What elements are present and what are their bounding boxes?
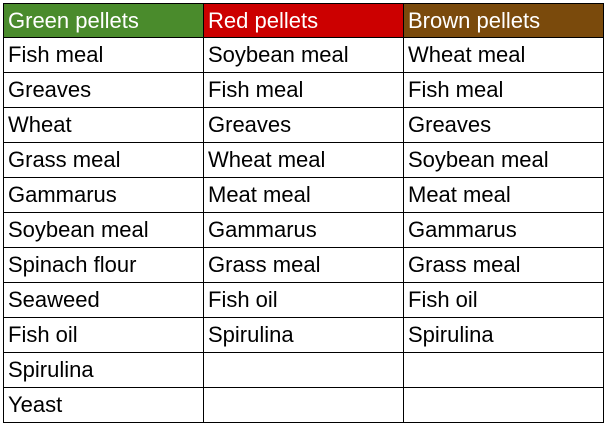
column-header-green-pellets: Green pellets (3, 3, 204, 38)
table-cell: Meat meal (203, 177, 404, 213)
table-row: Seaweed Fish oil Fish oil (3, 282, 604, 318)
table-cell: Spirulina (403, 317, 604, 353)
table-row: Fish meal Soybean meal Wheat meal (3, 37, 604, 73)
table-cell: Soybean meal (403, 142, 604, 178)
table-row: Gammarus Meat meal Meat meal (3, 177, 604, 213)
table-cell: Wheat meal (203, 142, 404, 178)
table-cell: Grass meal (3, 142, 204, 178)
table-row: Greaves Fish meal Fish meal (3, 72, 604, 108)
table-cell (203, 352, 404, 388)
table-cell: Seaweed (3, 282, 204, 318)
table-row: Wheat Greaves Greaves (3, 107, 604, 143)
table-cell: Grass meal (203, 247, 404, 283)
table-cell: Meat meal (403, 177, 604, 213)
table-row: Yeast (3, 387, 604, 423)
table-cell: Spinach flour (3, 247, 204, 283)
table-cell: Fish oil (3, 317, 204, 353)
table-cell: Yeast (3, 387, 204, 423)
column-header-red-pellets: Red pellets (203, 3, 404, 38)
table-cell (403, 352, 604, 388)
table-cell: Fish meal (3, 37, 204, 73)
table-cell: Soybean meal (203, 37, 404, 73)
column-header-brown-pellets: Brown pellets (403, 3, 604, 38)
table-cell: Gammarus (203, 212, 404, 248)
table-cell: Spirulina (3, 352, 204, 388)
table-cell (203, 387, 404, 423)
table-cell: Spirulina (203, 317, 404, 353)
table-cell: Soybean meal (3, 212, 204, 248)
pellets-ingredients-table: Green pellets Red pellets Brown pellets … (3, 3, 604, 423)
table-cell: Gammarus (3, 177, 204, 213)
table-header-row: Green pellets Red pellets Brown pellets (3, 3, 604, 38)
table-cell: Greaves (403, 107, 604, 143)
table-cell: Fish meal (203, 72, 404, 108)
table-cell: Wheat meal (403, 37, 604, 73)
table-row: Spinach flour Grass meal Grass meal (3, 247, 604, 283)
table-cell: Wheat (3, 107, 204, 143)
table-cell: Grass meal (403, 247, 604, 283)
table-cell: Fish oil (203, 282, 404, 318)
table-row: Spirulina (3, 352, 604, 388)
table-row: Grass meal Wheat meal Soybean meal (3, 142, 604, 178)
table-row: Fish oil Spirulina Spirulina (3, 317, 604, 353)
table-cell: Gammarus (403, 212, 604, 248)
table-cell: Greaves (3, 72, 204, 108)
table-row: Soybean meal Gammarus Gammarus (3, 212, 604, 248)
table-cell: Fish meal (403, 72, 604, 108)
table-cell (403, 387, 604, 423)
table-cell: Greaves (203, 107, 404, 143)
table-cell: Fish oil (403, 282, 604, 318)
